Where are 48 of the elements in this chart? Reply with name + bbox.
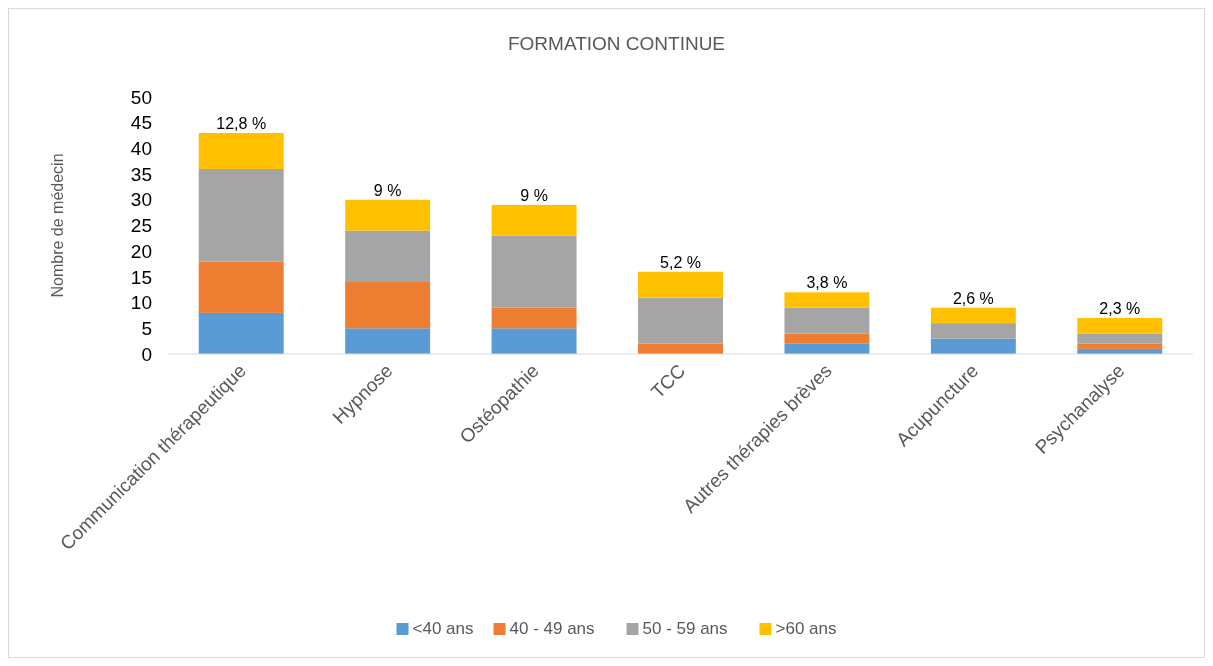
- annotation: 9 %: [373, 181, 402, 199]
- bar: [1077, 343, 1163, 349]
- legend-label: >60 ans: [775, 619, 837, 638]
- x-tick-label: TCC: [646, 359, 690, 403]
- annotation: 3,8 %: [806, 274, 848, 292]
- y-tick-label: 40: [130, 138, 152, 160]
- legend-label: 50 - 59 ans: [642, 619, 728, 638]
- bar: [198, 132, 284, 169]
- bar: [930, 307, 1016, 324]
- bar: [784, 292, 870, 308]
- annotation: 2,6 %: [952, 289, 994, 307]
- bar: [491, 307, 577, 329]
- y-tick-label: 35: [130, 163, 152, 185]
- bar: [345, 328, 431, 354]
- legend-label: 40 - 49 ans: [509, 619, 595, 638]
- bar: [198, 168, 284, 262]
- bar: [491, 328, 577, 354]
- y-tick-label: 0: [141, 343, 152, 365]
- bar: [491, 235, 577, 308]
- annotation: 5,2 %: [660, 253, 701, 271]
- y-tick-label: 20: [130, 240, 152, 262]
- legend-label: <40 ans: [412, 619, 474, 638]
- bar: [930, 338, 1016, 354]
- bar: [784, 333, 870, 344]
- y-tick-label: 25: [130, 215, 152, 237]
- bar: [345, 230, 431, 283]
- y-tick-label: 15: [130, 266, 152, 288]
- y-tick-label: 50: [130, 86, 152, 108]
- bar: [784, 307, 870, 334]
- chart-title: FORMATION CONTINUE: [507, 33, 726, 54]
- y-tick-label: 30: [130, 189, 152, 211]
- bar: [198, 312, 284, 354]
- bar: [345, 282, 431, 329]
- y-tick-label: 5: [141, 317, 152, 339]
- bar: [1077, 318, 1163, 334]
- bar: [345, 199, 431, 231]
- annotation: 9 %: [520, 186, 548, 204]
- bar: [638, 297, 723, 344]
- y-tick-label: 10: [130, 292, 152, 314]
- annotation: 2,3 %: [1099, 300, 1141, 318]
- bar: [198, 261, 284, 313]
- bar: [491, 204, 577, 236]
- y-tick-label: 45: [130, 112, 152, 134]
- bar: [930, 323, 1016, 339]
- bar: [1077, 333, 1163, 344]
- annotation: 12,8 %: [216, 114, 267, 132]
- y-axis-title: Nombre de médecin: [49, 153, 66, 298]
- bar: [638, 271, 723, 298]
